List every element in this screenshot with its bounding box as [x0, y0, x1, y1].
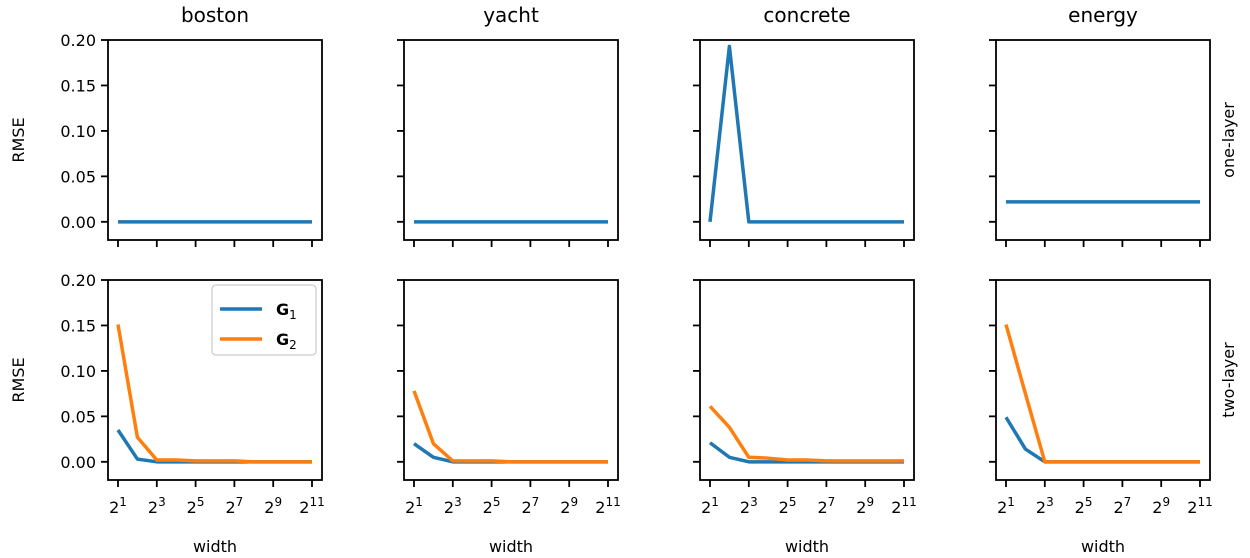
x-axis-label: width — [193, 537, 237, 556]
x-tick-label: 23 — [1036, 495, 1054, 517]
x-tick-label: 21 — [997, 495, 1015, 517]
x-tick-label: 25 — [1075, 495, 1093, 517]
x-tick-label: 29 — [560, 495, 578, 517]
series-line-g2 — [116, 324, 312, 464]
row-label: two-layer — [1219, 342, 1238, 418]
y-tick-label: 0.05 — [60, 407, 96, 426]
x-tick-label: 27 — [521, 495, 539, 517]
series-line-g2 — [708, 405, 904, 463]
x-tick-label: 29 — [856, 495, 874, 517]
x-axis-label: width — [1081, 537, 1125, 556]
series-line-g2 — [412, 390, 608, 464]
row-label: one-layer — [1219, 102, 1238, 178]
y-tick-label: 0.15 — [60, 316, 96, 335]
y-tick-label: 0.20 — [60, 271, 96, 290]
x-tick-label: 21 — [405, 495, 423, 517]
panel-one-layer-boston: 0.00 0.05 0.10 0.15 0.20 boston RMSE — [9, 3, 323, 247]
y-tick-label: 0.20 — [60, 31, 96, 50]
x-tick-label: 29 — [264, 495, 282, 517]
x-tick-label: 21 — [701, 495, 719, 517]
x-tick-label: 25 — [187, 495, 205, 517]
panel-two-layer-energy: 21 23 25 27 29 211 width two-layer — [989, 279, 1238, 556]
x-tick-label: 23 — [444, 495, 462, 517]
column-title: boston — [181, 3, 249, 27]
x-axis-label: width — [489, 537, 533, 556]
axes-frame — [403, 39, 619, 241]
panel-two-layer-boston: 0.00 0.05 0.10 0.15 0.20 21 23 25 27 29 211 width RM… — [9, 271, 325, 556]
y-tick-label: 0.10 — [60, 362, 96, 381]
x-tick-label: 25 — [483, 495, 501, 517]
column-title: yacht — [483, 3, 539, 27]
x-tick-label: 21 — [109, 495, 127, 517]
y-tick-label: 0.10 — [60, 122, 96, 141]
x-tick-label: 211 — [595, 495, 620, 517]
x-tick-label: 25 — [779, 495, 797, 517]
panel-one-layer-yacht: yacht — [397, 3, 619, 247]
axes-frame — [995, 279, 1211, 481]
panel-two-layer-yacht: 21 23 25 27 29 211 width — [397, 279, 621, 556]
legend-label-g1: G1 — [276, 300, 297, 322]
y-tick-label: 0.00 — [60, 453, 96, 472]
x-tick-label: 27 — [1113, 495, 1131, 517]
x-tick-label: 23 — [148, 495, 166, 517]
column-title: concrete — [763, 3, 850, 27]
series-line-g1 — [116, 429, 312, 464]
y-axis-label: RMSE — [9, 117, 28, 162]
x-tick-label: 29 — [1152, 495, 1170, 517]
legend-frame — [211, 284, 317, 356]
axes-frame — [107, 279, 323, 481]
y-tick-label: 0.00 — [60, 213, 96, 232]
x-tick-label: 211 — [1187, 495, 1212, 517]
series-line-g1 — [708, 44, 904, 224]
series-line-g2 — [1004, 324, 1200, 464]
x-tick-label: 211 — [891, 495, 916, 517]
y-tick-label: 0.05 — [60, 167, 96, 186]
x-tick-label: 23 — [740, 495, 758, 517]
x-tick-label: 211 — [299, 495, 324, 517]
axes-frame — [995, 39, 1211, 241]
x-tick-label: 27 — [225, 495, 243, 517]
panel-two-layer-concrete: 21 23 25 27 29 211 width — [693, 279, 917, 556]
column-title: energy — [1068, 3, 1138, 27]
y-axis-label: RMSE — [9, 357, 28, 402]
axes-frame — [107, 39, 323, 241]
panel-one-layer-energy: energy one-layer — [989, 3, 1238, 247]
axes-frame — [403, 279, 619, 481]
legend-label-g2: G2 — [276, 330, 297, 352]
x-tick-label: 27 — [817, 495, 835, 517]
x-axis-label: width — [785, 537, 829, 556]
panel-one-layer-concrete: concrete — [693, 3, 915, 247]
y-tick-label: 0.15 — [60, 76, 96, 95]
axes-frame — [699, 39, 915, 241]
axes-frame — [699, 279, 915, 481]
